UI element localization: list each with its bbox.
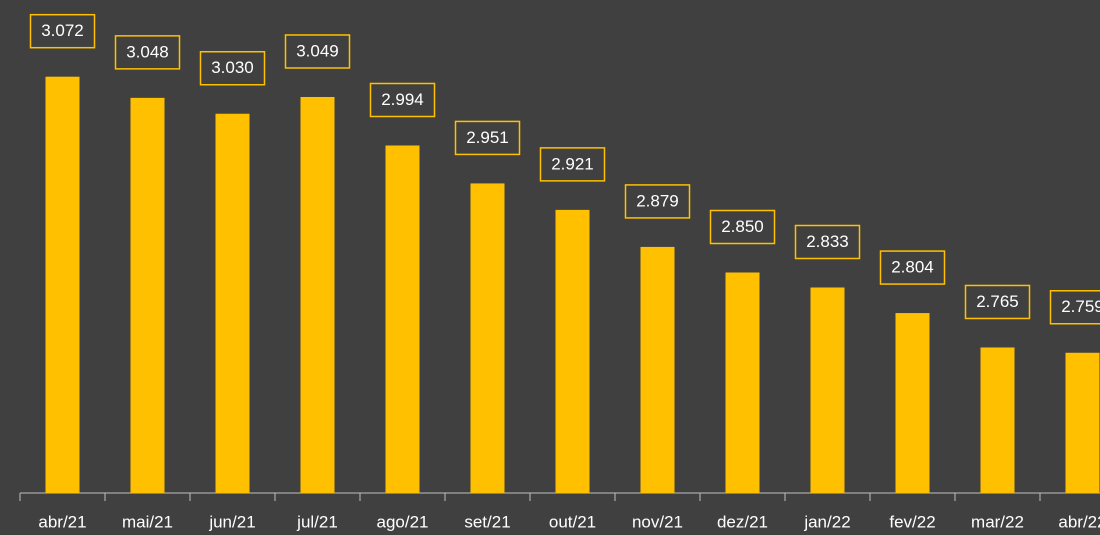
value-label-box (794, 224, 861, 260)
value-label: 2.850 (721, 217, 764, 236)
value-label-box (369, 82, 436, 118)
x-tick-label: jul/21 (296, 512, 338, 531)
value-label-box (454, 120, 521, 156)
x-tick-label: nov/21 (632, 512, 683, 531)
x-tick-label: jun/21 (208, 512, 255, 531)
bar (385, 145, 420, 493)
value-label-box (964, 284, 1031, 320)
value-label-box (284, 34, 351, 69)
value-label: 2.951 (466, 128, 509, 147)
bar (980, 347, 1015, 493)
bar (45, 76, 80, 494)
bar (725, 272, 760, 493)
value-label-box (1049, 290, 1100, 325)
value-label: 2.765 (976, 292, 1019, 311)
x-tick-label: mai/21 (122, 512, 173, 531)
x-tick-label: abr/21 (38, 512, 86, 531)
x-tick-label: out/21 (549, 512, 596, 531)
value-label: 2.994 (381, 90, 424, 109)
bar (470, 183, 505, 493)
value-label: 2.879 (636, 191, 679, 210)
x-tick-label: fev/22 (889, 512, 935, 531)
value-label: 3.072 (41, 21, 84, 40)
value-label: 2.833 (806, 232, 849, 251)
x-tick-label: abr/22 (1058, 512, 1100, 531)
value-label-box (624, 184, 691, 219)
bar (895, 313, 930, 493)
bar (1065, 352, 1100, 493)
x-tick-label: mar/22 (971, 512, 1024, 531)
value-label: 3.030 (211, 58, 254, 77)
bar (300, 96, 335, 494)
bar (215, 113, 250, 494)
x-tick-label: jan/22 (803, 512, 850, 531)
value-label-box (29, 13, 96, 49)
value-label: 3.048 (126, 42, 169, 61)
x-tick-label: ago/21 (377, 512, 429, 531)
bar (810, 287, 845, 493)
x-tick-label: dez/21 (717, 512, 768, 531)
value-label: 2.921 (551, 154, 594, 173)
value-label: 3.049 (296, 41, 339, 60)
value-label-box (709, 209, 776, 245)
value-label-box (114, 35, 181, 70)
value-label: 2.804 (891, 258, 934, 277)
value-label-box (199, 50, 266, 86)
bar (130, 97, 165, 493)
value-label-box (539, 147, 606, 182)
x-tick-label: set/21 (464, 512, 510, 531)
bar (640, 246, 675, 493)
value-label-box (879, 250, 946, 285)
value-label: 2.759 (1061, 297, 1100, 316)
bar (555, 209, 590, 494)
